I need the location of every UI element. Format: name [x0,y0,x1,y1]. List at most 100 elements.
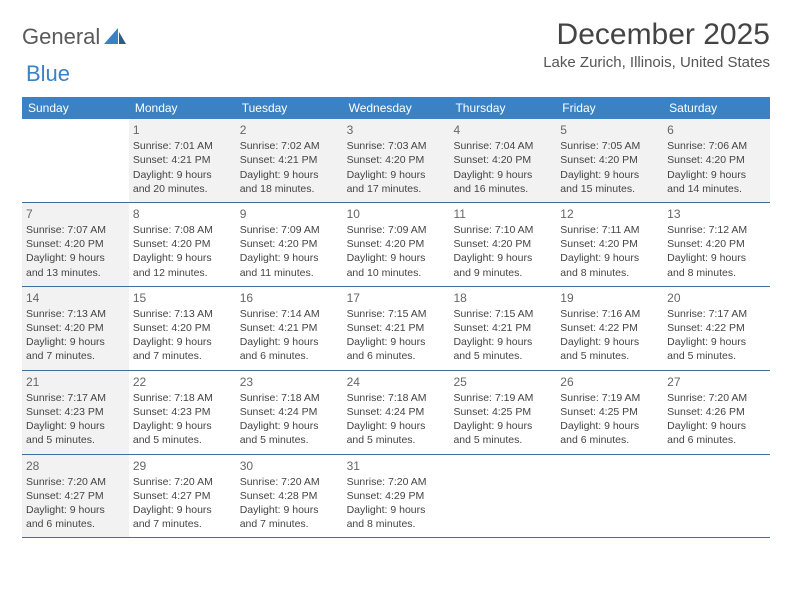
day-info-line: Daylight: 9 hours [26,419,125,433]
day-info-line: Daylight: 9 hours [240,503,339,517]
day-number: 9 [240,206,339,222]
day-number: 1 [133,122,232,138]
day-info-line: Daylight: 9 hours [26,251,125,265]
day-info-line: and 10 minutes. [347,266,446,280]
day-info-line: Sunrise: 7:02 AM [240,139,339,153]
day-cell: 12Sunrise: 7:11 AMSunset: 4:20 PMDayligh… [556,203,663,286]
logo: General [22,18,126,50]
day-info-line: Sunset: 4:20 PM [667,237,766,251]
day-info-line: Sunrise: 7:13 AM [133,307,232,321]
week-row: 1Sunrise: 7:01 AMSunset: 4:21 PMDaylight… [22,119,770,203]
day-info-line: Daylight: 9 hours [347,168,446,182]
day-info-line: and 9 minutes. [453,266,552,280]
day-info-line: and 7 minutes. [133,517,232,531]
day-info-line: Sunset: 4:20 PM [347,237,446,251]
day-cell: 22Sunrise: 7:18 AMSunset: 4:23 PMDayligh… [129,371,236,454]
day-cell [449,455,556,538]
day-info-line: Sunset: 4:29 PM [347,489,446,503]
day-cell [663,455,770,538]
day-cell: 1Sunrise: 7:01 AMSunset: 4:21 PMDaylight… [129,119,236,202]
day-info-line: Sunset: 4:20 PM [26,237,125,251]
day-number: 8 [133,206,232,222]
day-cell: 19Sunrise: 7:16 AMSunset: 4:22 PMDayligh… [556,287,663,370]
day-info-line: and 12 minutes. [133,266,232,280]
weekday-header: Sunday [22,97,129,119]
weekday-header-row: SundayMondayTuesdayWednesdayThursdayFrid… [22,97,770,119]
day-info-line: Sunset: 4:20 PM [133,237,232,251]
day-info-line: Sunrise: 7:12 AM [667,223,766,237]
day-info-line: and 7 minutes. [133,349,232,363]
day-info-line: Sunrise: 7:15 AM [347,307,446,321]
day-info-line: and 5 minutes. [453,433,552,447]
day-info-line: and 17 minutes. [347,182,446,196]
day-info-line: Sunrise: 7:07 AM [26,223,125,237]
day-info-line: Daylight: 9 hours [453,419,552,433]
day-info-line: Sunrise: 7:18 AM [240,391,339,405]
day-info-line: Sunset: 4:27 PM [26,489,125,503]
day-info-line: and 5 minutes. [26,433,125,447]
day-info-line: and 13 minutes. [26,266,125,280]
day-number: 6 [667,122,766,138]
day-cell: 21Sunrise: 7:17 AMSunset: 4:23 PMDayligh… [22,371,129,454]
day-number: 23 [240,374,339,390]
logo-sail-icon [104,28,126,46]
day-info-line: and 16 minutes. [453,182,552,196]
weekday-header: Friday [556,97,663,119]
week-row: 28Sunrise: 7:20 AMSunset: 4:27 PMDayligh… [22,455,770,539]
day-cell: 25Sunrise: 7:19 AMSunset: 4:25 PMDayligh… [449,371,556,454]
day-number: 7 [26,206,125,222]
day-info-line: Daylight: 9 hours [560,251,659,265]
day-number: 16 [240,290,339,306]
day-info-line: Sunrise: 7:01 AM [133,139,232,153]
day-info-line: Sunrise: 7:18 AM [347,391,446,405]
day-info-line: and 8 minutes. [347,517,446,531]
day-cell: 8Sunrise: 7:08 AMSunset: 4:20 PMDaylight… [129,203,236,286]
day-number: 31 [347,458,446,474]
day-info-line: Sunset: 4:25 PM [560,405,659,419]
day-info-line: Daylight: 9 hours [133,251,232,265]
day-info-line: and 5 minutes. [453,349,552,363]
day-info-line: Daylight: 9 hours [453,335,552,349]
day-info-line: Sunset: 4:21 PM [347,321,446,335]
month-title: December 2025 [543,18,770,52]
day-cell: 23Sunrise: 7:18 AMSunset: 4:24 PMDayligh… [236,371,343,454]
day-info-line: Sunset: 4:20 PM [667,153,766,167]
day-info-line: Sunrise: 7:15 AM [453,307,552,321]
day-cell: 30Sunrise: 7:20 AMSunset: 4:28 PMDayligh… [236,455,343,538]
day-info-line: Daylight: 9 hours [133,419,232,433]
day-info-line: Daylight: 9 hours [133,503,232,517]
day-info-line: Sunset: 4:20 PM [453,237,552,251]
day-info-line: and 6 minutes. [240,349,339,363]
weekday-header: Wednesday [343,97,450,119]
day-cell: 10Sunrise: 7:09 AMSunset: 4:20 PMDayligh… [343,203,450,286]
day-info-line: Daylight: 9 hours [240,168,339,182]
weekday-header: Monday [129,97,236,119]
day-info-line: Sunrise: 7:17 AM [26,391,125,405]
day-info-line: Sunset: 4:21 PM [240,321,339,335]
day-number: 24 [347,374,446,390]
title-block: December 2025 Lake Zurich, Illinois, Uni… [543,18,770,71]
day-info-line: Sunrise: 7:11 AM [560,223,659,237]
day-info-line: and 5 minutes. [240,433,339,447]
day-info-line: Sunrise: 7:09 AM [240,223,339,237]
day-info-line: and 8 minutes. [667,266,766,280]
day-info-line: Daylight: 9 hours [347,503,446,517]
day-cell: 4Sunrise: 7:04 AMSunset: 4:20 PMDaylight… [449,119,556,202]
day-info-line: Sunrise: 7:13 AM [26,307,125,321]
day-info-line: Sunset: 4:22 PM [667,321,766,335]
day-info-line: Sunrise: 7:14 AM [240,307,339,321]
day-cell: 14Sunrise: 7:13 AMSunset: 4:20 PMDayligh… [22,287,129,370]
day-info-line: Sunset: 4:27 PM [133,489,232,503]
weekday-header: Tuesday [236,97,343,119]
day-info-line: Sunrise: 7:04 AM [453,139,552,153]
day-info-line: Sunset: 4:26 PM [667,405,766,419]
day-info-line: and 6 minutes. [560,433,659,447]
day-info-line: Daylight: 9 hours [667,251,766,265]
day-info-line: Sunrise: 7:06 AM [667,139,766,153]
location: Lake Zurich, Illinois, United States [543,54,770,71]
day-info-line: Sunrise: 7:20 AM [133,475,232,489]
day-info-line: Sunrise: 7:08 AM [133,223,232,237]
day-number: 20 [667,290,766,306]
logo-text-2: Blue [26,61,70,87]
day-cell: 27Sunrise: 7:20 AMSunset: 4:26 PMDayligh… [663,371,770,454]
